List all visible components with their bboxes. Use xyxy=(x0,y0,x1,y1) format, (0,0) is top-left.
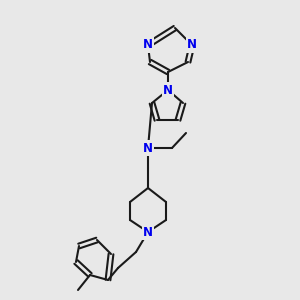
Text: N: N xyxy=(163,83,173,97)
Text: N: N xyxy=(143,38,153,52)
Text: N: N xyxy=(143,142,153,154)
Text: N: N xyxy=(187,38,197,52)
Text: N: N xyxy=(143,226,153,238)
